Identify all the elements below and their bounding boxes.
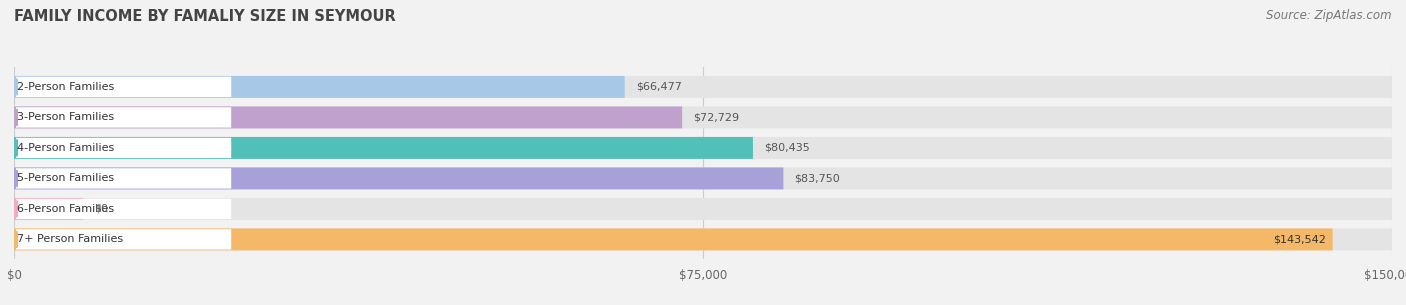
Text: 5-Person Families: 5-Person Families (17, 174, 114, 183)
Text: FAMILY INCOME BY FAMALIY SIZE IN SEYMOUR: FAMILY INCOME BY FAMALIY SIZE IN SEYMOUR (14, 9, 396, 24)
FancyBboxPatch shape (14, 167, 1392, 189)
FancyBboxPatch shape (17, 169, 231, 188)
Text: $83,750: $83,750 (794, 174, 841, 183)
Text: Source: ZipAtlas.com: Source: ZipAtlas.com (1267, 9, 1392, 22)
Text: $80,435: $80,435 (763, 143, 810, 153)
FancyBboxPatch shape (14, 137, 1392, 159)
Text: 3-Person Families: 3-Person Families (17, 113, 114, 122)
Text: $66,477: $66,477 (636, 82, 682, 92)
FancyBboxPatch shape (14, 228, 1392, 250)
FancyBboxPatch shape (14, 106, 682, 128)
Text: $0: $0 (94, 204, 108, 214)
FancyBboxPatch shape (14, 198, 83, 220)
Text: $143,542: $143,542 (1272, 235, 1326, 244)
FancyBboxPatch shape (14, 167, 783, 189)
FancyBboxPatch shape (14, 137, 754, 159)
FancyBboxPatch shape (17, 108, 231, 127)
Text: $72,729: $72,729 (693, 113, 740, 122)
FancyBboxPatch shape (14, 76, 624, 98)
Text: 4-Person Families: 4-Person Families (17, 143, 114, 153)
FancyBboxPatch shape (17, 199, 231, 218)
FancyBboxPatch shape (14, 76, 1392, 98)
FancyBboxPatch shape (17, 77, 231, 96)
FancyBboxPatch shape (17, 138, 231, 157)
FancyBboxPatch shape (14, 228, 1333, 250)
FancyBboxPatch shape (14, 106, 1392, 128)
Text: 6-Person Families: 6-Person Families (17, 204, 114, 214)
Text: 2-Person Families: 2-Person Families (17, 82, 114, 92)
FancyBboxPatch shape (14, 198, 1392, 220)
Text: 7+ Person Families: 7+ Person Families (17, 235, 122, 244)
FancyBboxPatch shape (17, 230, 231, 249)
